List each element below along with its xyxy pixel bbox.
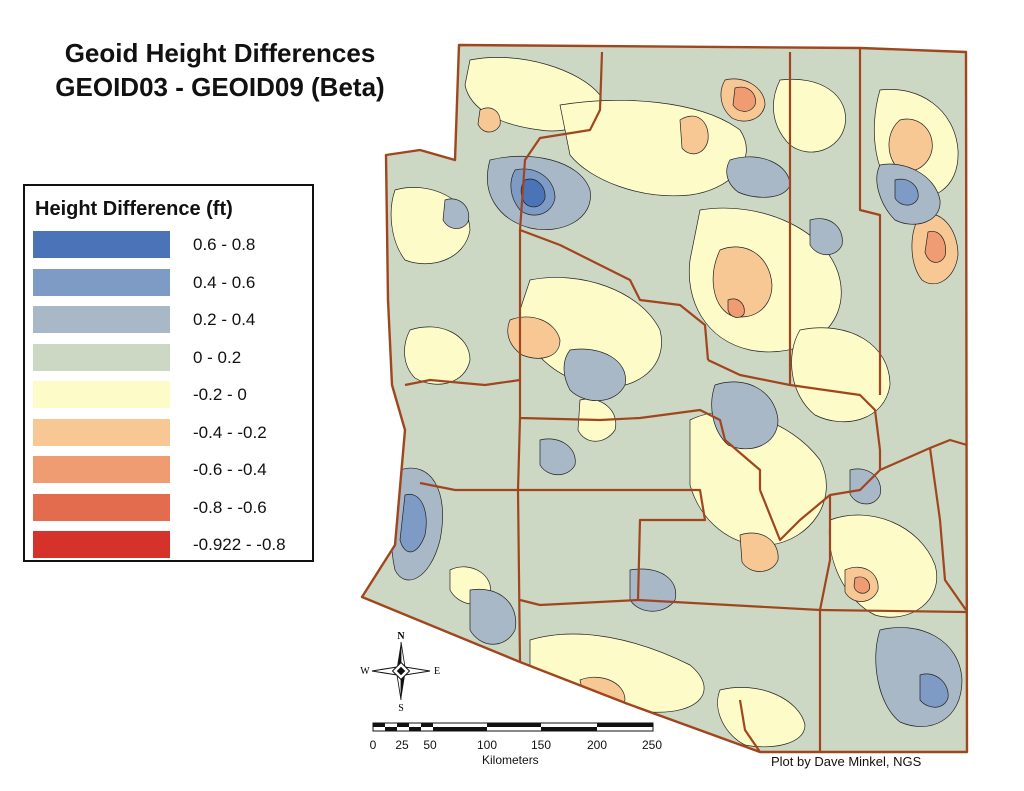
scale-tick: 200	[586, 738, 608, 752]
compass-e-label: E	[434, 666, 440, 677]
title-line-1: Geoid Height Differences	[64, 38, 376, 68]
scale-tick: 150	[530, 738, 552, 752]
scale-tick: 250	[641, 738, 663, 752]
compass-w-label: W	[360, 666, 370, 677]
credit-text: Plot by Dave Minkel, NGS	[771, 754, 922, 769]
scale-unit-label: Kilometers	[482, 753, 539, 767]
legend-label: 0.4 - 0.6	[193, 273, 256, 292]
legend-item: -0.6 - -0.4	[33, 456, 303, 484]
contour-regions	[390, 57, 963, 748]
compass-s-label: S	[398, 703, 404, 712]
title-line-2: GEOID03 - GEOID09 (Beta)	[55, 72, 385, 102]
scale-tick: 100	[476, 738, 498, 752]
legend-label: -0.4 - -0.2	[193, 423, 267, 442]
map-title: Geoid Height Differences GEOID03 - GEOID…	[20, 36, 420, 104]
legend-item: -0.922 - -0.8	[33, 531, 303, 559]
region-neg-0-6	[727, 86, 946, 594]
legend-item: 0.6 - 0.8	[33, 231, 303, 259]
legend-item: 0 - 0.2	[33, 344, 303, 372]
compass-rose-icon: N S E W	[360, 631, 440, 712]
legend-label: -0.922 - -0.8	[193, 535, 286, 554]
legend-title: Height Difference (ft)	[35, 198, 233, 220]
legend-label: 0.6 - 0.8	[193, 235, 256, 254]
region-neg-0-2	[390, 57, 959, 748]
legend-label: -0.8 - -0.6	[193, 498, 267, 517]
scale-tick: 25	[395, 738, 409, 752]
legend-label: -0.6 - -0.4	[193, 460, 267, 479]
legend-item: -0.8 - -0.6	[33, 494, 303, 522]
legend-label: 0 - 0.2	[193, 348, 242, 367]
legend-swatch	[33, 231, 170, 258]
scale-tick: 0	[369, 738, 377, 752]
region-pos-0-6	[520, 178, 546, 208]
scale-tick: 50	[423, 738, 437, 752]
legend-item: 0.4 - 0.6	[33, 269, 303, 297]
legend-swatch	[33, 381, 170, 408]
legend-swatch	[33, 456, 170, 483]
legend-label: -0.2 - 0	[193, 385, 247, 404]
legend-item: 0.2 - 0.4	[33, 306, 303, 334]
legend: Height Difference (ft) 0.6 - 0.8 0.4 - 0…	[23, 184, 314, 562]
legend-swatch	[33, 344, 170, 371]
county-boundaries	[360, 43, 969, 754]
legend-label: 0.2 - 0.4	[193, 310, 256, 329]
legend-swatch	[33, 531, 170, 558]
legend-item: -0.4 - -0.2	[33, 419, 303, 447]
compass-n-label: N	[397, 631, 405, 642]
legend-swatch	[33, 306, 170, 333]
legend-swatch	[33, 419, 170, 446]
legend-swatch	[33, 269, 170, 296]
legend-swatch	[33, 494, 170, 521]
legend-item: -0.2 - 0	[33, 381, 303, 409]
